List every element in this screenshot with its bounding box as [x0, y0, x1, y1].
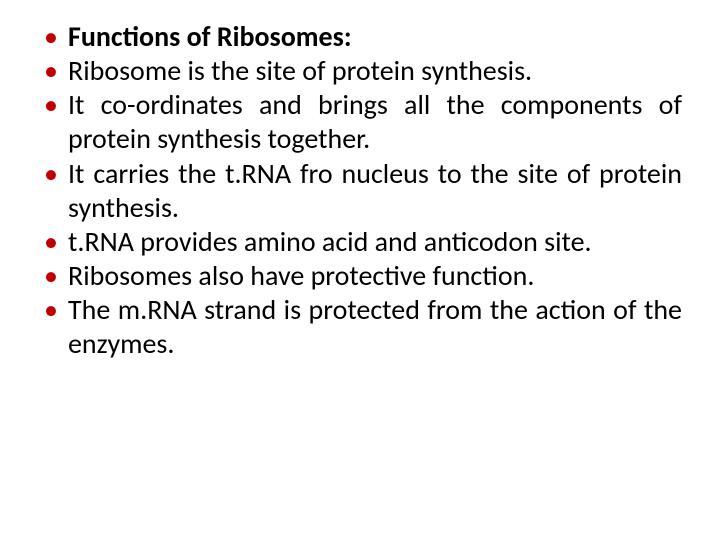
list-item-text: Functions of Ribosomes: — [68, 19, 352, 54]
list-item-text: t.RNA provides amino acid and anticodon … — [68, 224, 592, 259]
bullet-list: Functions of Ribosomes: Ribosome is the … — [38, 20, 682, 362]
list-item: Functions of Ribosomes: — [38, 20, 682, 54]
list-item-text: Ribosomes also have protective function. — [68, 258, 534, 293]
list-item-text: Ribosome is the site of protein synthesi… — [68, 53, 532, 88]
list-item: It co-ordinates and brings all the compo… — [38, 88, 682, 156]
list-item-text: It carries the t.RNA fro nucleus to the … — [68, 156, 682, 225]
list-item: Ribosome is the site of protein synthesi… — [38, 54, 682, 88]
list-item: The m.RNA strand is protected from the a… — [38, 293, 682, 361]
list-item: It carries the t.RNA fro nucleus to the … — [38, 157, 682, 225]
list-item-text: The m.RNA strand is protected from the a… — [68, 292, 682, 361]
list-item: t.RNA provides amino acid and anticodon … — [38, 225, 682, 259]
list-item-text: It co-ordinates and brings all the compo… — [68, 87, 682, 156]
list-item: Ribosomes also have protective function. — [38, 259, 682, 293]
